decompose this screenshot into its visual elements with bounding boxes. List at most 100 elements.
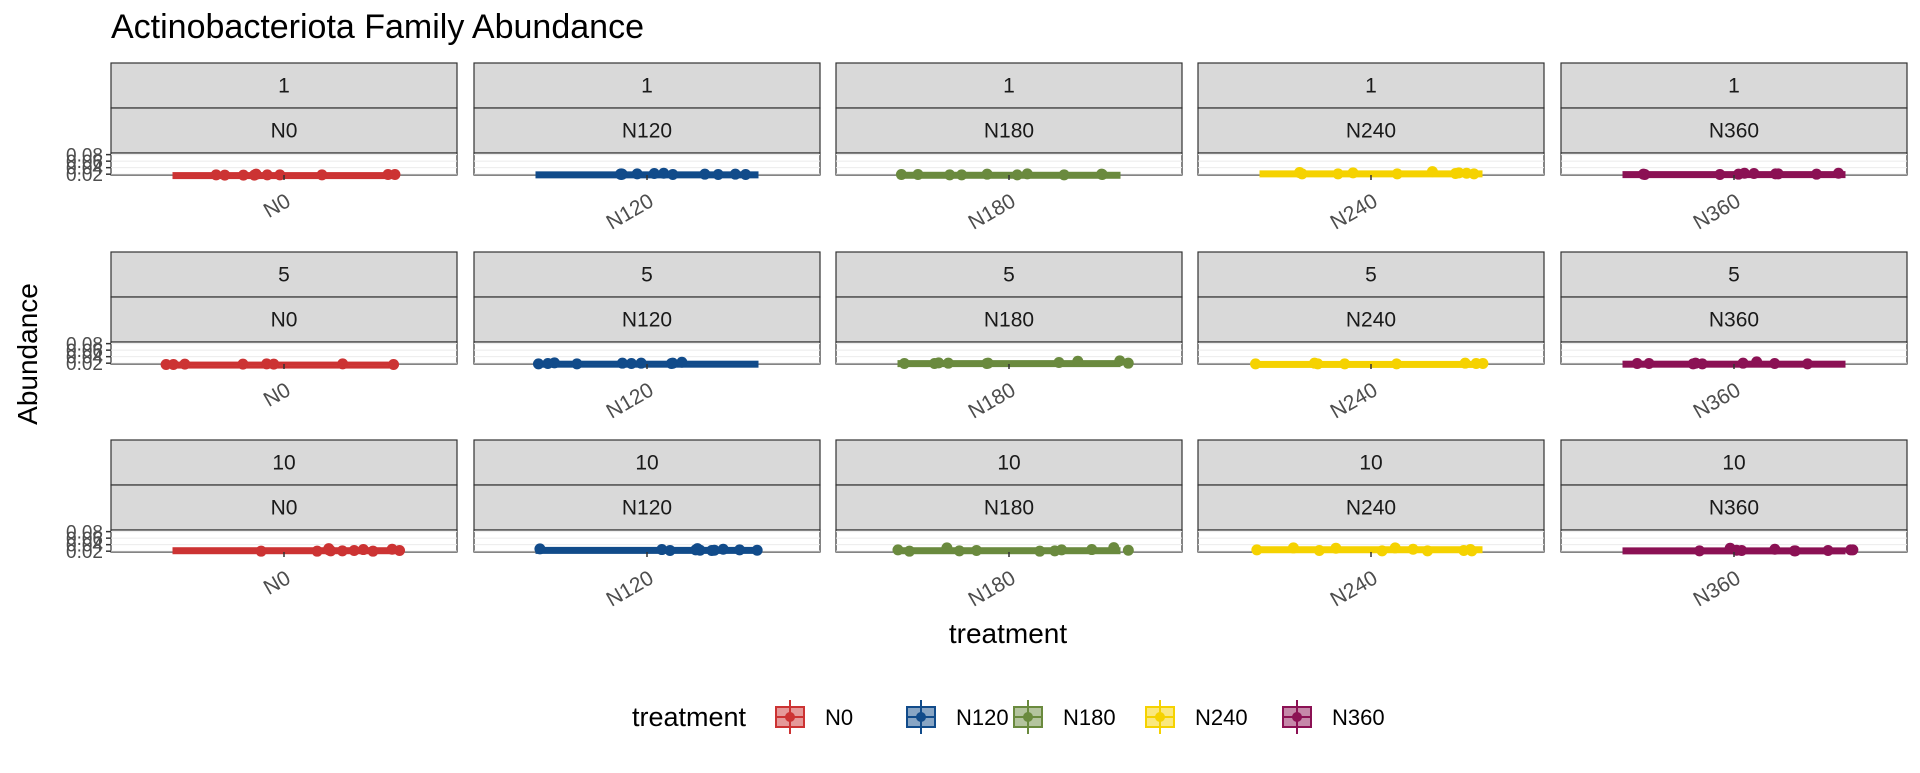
data-point [1049,545,1061,557]
data-point [1021,168,1033,180]
data-point [981,168,993,180]
facet-strip-time [1197,439,1545,486]
x-tick-label: N180 [965,566,1020,611]
data-point [1114,355,1126,367]
data-point [1770,168,1782,180]
data-point [1458,545,1470,557]
facet-strip-treatment [1197,107,1545,154]
data-point [1426,166,1438,178]
data-point [1122,357,1134,369]
facet-strip-time-label: 1 [1728,75,1740,98]
data-point [1312,358,1324,370]
y-tick-label: 0.06 [66,152,103,173]
facet-strip-time [1560,62,1908,109]
y-axis-title: Abundance [12,283,43,425]
data-point [895,169,907,181]
data-point [1347,167,1359,179]
x-tick-label: N240 [1327,189,1382,234]
data-point [237,358,249,370]
data-point [1389,542,1401,554]
data-point [712,169,724,181]
data-point [971,545,983,557]
legend-item-label: N0 [825,705,853,730]
x-tick-label: N180 [965,378,1020,423]
y-tick-label: 0.06 [66,341,103,362]
data-point [734,544,746,556]
facet-strip-treatment-label: N0 [271,309,298,332]
data-point [219,169,231,181]
data-point [1407,543,1419,555]
data-point [717,543,729,555]
y-tick-label: 0.02 [66,542,103,563]
facet-strip-treatment-label: N180 [984,497,1034,520]
data-point [699,168,711,180]
data-point [667,169,679,181]
data-point [944,169,956,181]
facet-strip-time-label: 10 [997,452,1020,475]
facet-strip-time-label: 5 [1365,264,1377,287]
data-point [903,545,915,557]
y-tick-label: 0.02 [66,354,103,375]
facet-strip-time [473,62,821,109]
facet-strip-time-label: 5 [278,264,290,287]
facet-strip-time-label: 1 [278,75,290,98]
data-point [367,545,379,557]
data-point [534,543,546,555]
data-point [956,169,968,181]
data-point [1751,356,1763,368]
data-point [1058,169,1070,181]
facet-strip-treatment-label: N240 [1346,309,1396,332]
data-point [1449,168,1461,180]
facet-strip-treatment [473,296,821,343]
facet-strip-time [473,251,821,298]
data-point [1788,545,1800,557]
y-tick-label: 0.04 [66,348,103,369]
x-tick-label: N120 [603,189,658,234]
facet-strip-time [835,62,1183,109]
data-point [676,356,688,368]
data-point [1845,544,1857,556]
data-point [571,358,583,370]
data-point [1287,542,1299,554]
data-point [316,169,328,181]
x-tick-label: N360 [1690,566,1745,611]
facet-strip-treatment [1197,484,1545,531]
data-point [1466,545,1478,557]
facet-strip-time [1560,439,1908,486]
data-point [656,544,668,556]
data-point [1122,544,1134,556]
facet-strip-treatment [110,484,458,531]
x-tick-label: N120 [603,378,658,423]
facet-strip-treatment-label: N180 [984,309,1034,332]
data-point [892,544,904,556]
facet-strip-treatment [110,296,458,343]
legend-key-point [1023,712,1033,722]
data-point [729,168,741,180]
data-point [167,358,179,370]
facet-strip-treatment-label: N360 [1709,309,1759,332]
data-point [542,358,554,370]
data-point [336,545,348,557]
data-point [1391,358,1403,370]
data-point [982,357,994,369]
data-point [1332,168,1344,180]
data-point [1811,168,1823,180]
data-point [1637,168,1649,180]
data-point [616,357,628,369]
data-point [1738,167,1750,179]
data-point [1822,545,1834,557]
facet-strip-time [1197,251,1545,298]
data-point [1251,544,1263,556]
x-axis-title: treatment [949,618,1067,649]
data-point [631,168,643,180]
facet-strip-time-label: 1 [641,75,653,98]
data-point [1461,167,1473,179]
facet-strip-time-label: 10 [272,452,295,475]
facet-strip-time [835,251,1183,298]
facet-strip-time-label: 10 [1722,452,1745,475]
x-tick-label: N0 [260,378,295,411]
legend-item-label: N120 [956,705,1009,730]
data-point [532,358,544,370]
facet-strip-treatment [835,107,1183,154]
